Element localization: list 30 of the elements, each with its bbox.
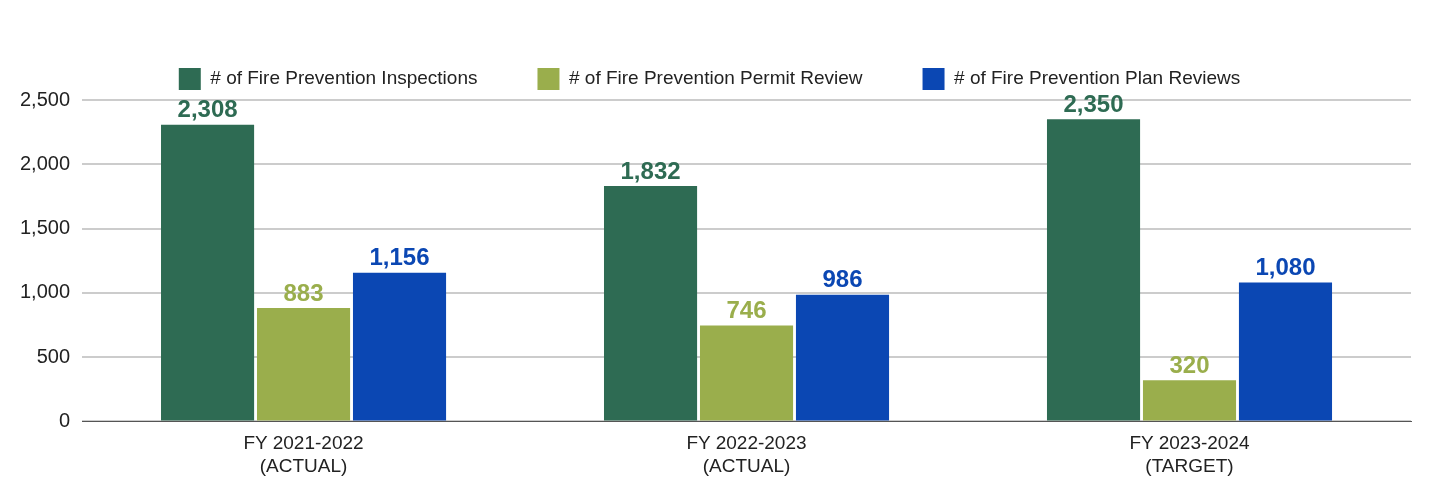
- bar: [256, 307, 351, 421]
- data-label: 2,308: [177, 95, 238, 123]
- legend-label: # of Fire Prevention Inspections: [210, 67, 478, 89]
- data-label: 2,350: [1063, 89, 1124, 117]
- y-tick-label: 1,000: [19, 280, 71, 303]
- bar: [699, 325, 794, 421]
- bar: [1238, 282, 1333, 421]
- bar: [161, 124, 255, 421]
- data-label: 1,832: [620, 156, 681, 184]
- y-tick-label: 2,500: [19, 87, 71, 110]
- bar: [352, 272, 447, 421]
- data-label: 883: [283, 278, 324, 306]
- y-tick-label: 2,000: [19, 151, 71, 174]
- data-label: 1,156: [369, 243, 430, 271]
- legend-label: # of Fire Prevention Permit Review: [568, 67, 863, 89]
- bar: [603, 185, 698, 421]
- data-label: 1,080: [1255, 253, 1316, 281]
- bar: [795, 294, 890, 421]
- data-label: 746: [726, 296, 767, 324]
- bar: [1046, 119, 1141, 421]
- bar: [1142, 380, 1237, 421]
- data-label: 986: [822, 265, 863, 293]
- legend-label: # of Fire Prevention Plan Reviews: [954, 67, 1241, 89]
- data-label: 320: [1169, 350, 1210, 378]
- x-tick-label: FY 2021-2022 (ACTUAL): [243, 432, 364, 476]
- y-tick-label: 0: [58, 408, 71, 431]
- x-tick-label: FY 2022-2023 (ACTUAL): [686, 432, 807, 476]
- y-tick-label: 500: [36, 344, 71, 367]
- x-tick-label: FY 2023-2024 (TARGET): [1129, 432, 1250, 476]
- y-tick-label: 1,500: [19, 216, 71, 239]
